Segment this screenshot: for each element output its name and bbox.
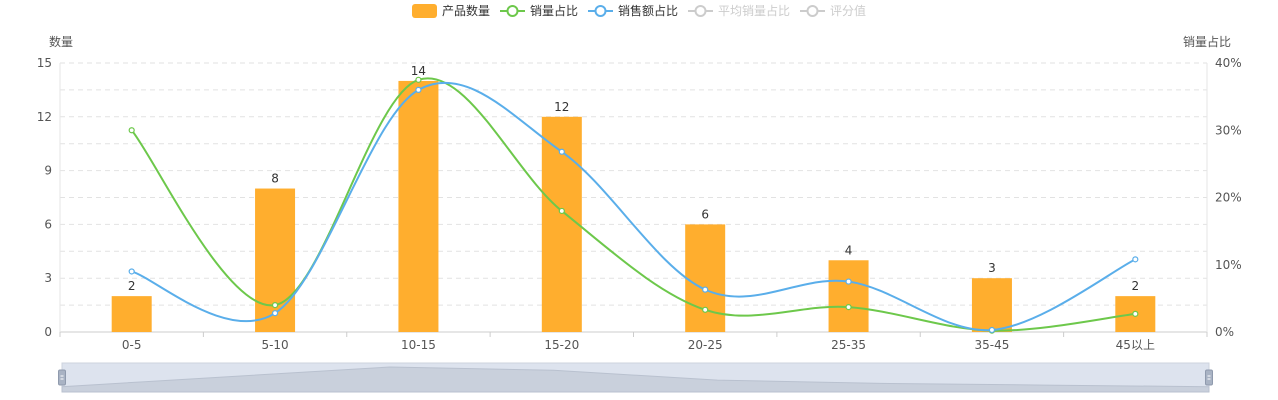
bar-value-label: 3 (988, 261, 996, 275)
bar[interactable] (971, 278, 1012, 332)
legend-item[interactable]: 销售额占比 (588, 3, 678, 18)
legend-marker-icon (594, 5, 607, 17)
x-tick-label: 35-45 (975, 338, 1010, 352)
axes: 0-5 5-10 10-15 15-20 20-25 25-35 35-45 45以上 0 3 6 9… (37, 34, 1242, 352)
y-left-tick-label: 9 (44, 164, 52, 178)
legend-marker-icon (806, 5, 819, 17)
series-point[interactable] (1132, 256, 1139, 263)
y-right-tick-label: 0% (1215, 325, 1234, 339)
series-point[interactable] (988, 326, 996, 334)
bar[interactable] (828, 260, 869, 332)
series-line[interactable] (131, 81, 1136, 332)
series-point[interactable] (702, 286, 709, 293)
y-right-tick-label: 20% (1215, 191, 1242, 205)
y-left-axis-title: 数量 (49, 34, 73, 49)
legend-label: 产品数量 (442, 3, 490, 18)
grid-lines (60, 62, 1207, 306)
data-labels: 2 8 14 12 6 4 3 2 (128, 64, 1139, 293)
x-tick-label: 0-5 (122, 338, 142, 352)
bar-value-label: 12 (554, 100, 569, 114)
bar-value-label: 14 (411, 64, 426, 78)
bar[interactable] (398, 80, 439, 332)
legend-label: 评分值 (830, 3, 866, 18)
legend-item[interactable]: 平均销量占比 (688, 3, 790, 18)
zoom-handle-left[interactable] (58, 369, 66, 386)
legend-label: 销售额占比 (618, 3, 678, 18)
legend[interactable]: 产品数量 销量占比 销售额占比 平均销量占比 评分值 (412, 3, 866, 18)
legend-marker-icon (694, 5, 707, 17)
x-tick-label: 25-35 (831, 338, 866, 352)
x-tick-label: 5-10 (261, 338, 288, 352)
x-tick-label: 15-20 (544, 338, 579, 352)
bar-value-label: 2 (1131, 279, 1139, 293)
series-point[interactable] (702, 306, 709, 313)
y-left-tick-label: 6 (44, 217, 52, 231)
y-right-tick-label: 30% (1215, 123, 1242, 137)
series-point[interactable] (271, 302, 279, 309)
y-left-tick-label: 12 (37, 110, 52, 124)
series-point[interactable] (558, 207, 565, 215)
legend-bar-icon (412, 4, 437, 18)
bar-value-label: 4 (845, 243, 853, 257)
bar-series[interactable] (111, 80, 1156, 332)
y-right-tick-label: 10% (1215, 258, 1242, 272)
y-right-tick-label: 40% (1215, 56, 1242, 70)
series-point[interactable] (128, 268, 135, 275)
series-point[interactable] (558, 148, 565, 155)
bar-value-label: 6 (701, 207, 709, 221)
series-point[interactable] (415, 76, 422, 83)
series-point[interactable] (271, 310, 279, 317)
zoom-handle-right[interactable] (1205, 369, 1213, 386)
data-zoom-slider[interactable] (58, 362, 1213, 393)
x-tick-label: 45以上 (1116, 338, 1155, 352)
y-left-tick-label: 15 (37, 56, 52, 70)
y-left-tick-label: 3 (44, 271, 52, 285)
y-left-tick-label: 0 (44, 325, 52, 339)
bar-value-label: 8 (271, 172, 279, 186)
legend-item[interactable]: 产品数量 (412, 3, 490, 18)
x-tick-label: 10-15 (401, 338, 436, 352)
zoom-preview-area (61, 366, 1210, 393)
series-point[interactable] (845, 278, 852, 285)
legend-marker-icon (506, 5, 519, 17)
legend-label: 平均销量占比 (718, 3, 790, 18)
series-point[interactable] (845, 304, 852, 311)
legend-label: 销量占比 (530, 3, 578, 18)
legend-item[interactable]: 销量占比 (500, 3, 578, 18)
y-right-axis-title: 销量占比 (1183, 34, 1231, 49)
line-series[interactable] (128, 76, 1139, 334)
series-point[interactable] (1132, 310, 1139, 317)
bar-value-label: 2 (128, 279, 136, 293)
x-tick-label: 20-25 (688, 338, 723, 352)
bar[interactable] (111, 296, 152, 332)
bar[interactable] (685, 224, 726, 332)
series-point[interactable] (128, 127, 135, 134)
series-point[interactable] (415, 86, 422, 94)
legend-item[interactable]: 评分值 (800, 3, 866, 18)
